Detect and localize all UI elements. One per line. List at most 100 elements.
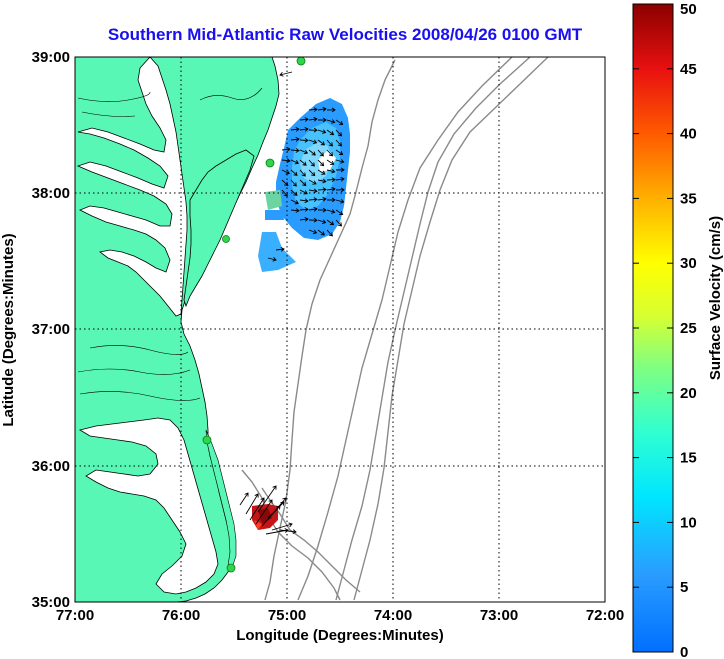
- current-vectors: [239, 71, 345, 535]
- y-tick-label: 38:00: [32, 185, 70, 202]
- current-vector-icon: [317, 219, 327, 224]
- current-vector-icon: [326, 149, 334, 157]
- current-vector-icon: [245, 493, 259, 515]
- current-vector-icon: [308, 229, 318, 235]
- current-vector-icon: [317, 229, 325, 236]
- current-vector-icon: [326, 168, 336, 174]
- current-vector-icon: [267, 257, 277, 262]
- plot-frame: [74, 56, 606, 603]
- current-vector-icon: [308, 127, 318, 133]
- current-vector-icon: [299, 126, 309, 132]
- y-tick-label: 35:00: [32, 594, 70, 611]
- current-vector-icon: [317, 207, 327, 213]
- colorbar-tick-label: 25: [680, 320, 697, 337]
- current-vector-icon: [257, 485, 277, 513]
- y-axis-ticks: 39:00 38:00 37:00 36:00 35:00: [32, 49, 70, 611]
- colorbar-tick-label: 10: [680, 514, 697, 531]
- current-vector-icon: [308, 169, 316, 177]
- current-vector-icon: [308, 206, 318, 212]
- current-vector-icon: [317, 187, 327, 192]
- current-vector-icon: [299, 117, 309, 122]
- y-tick-label: 37:00: [32, 321, 70, 338]
- current-vector-icon: [326, 107, 336, 113]
- colorbar-tick-label: 35: [680, 190, 697, 207]
- current-vector-icon: [326, 186, 336, 192]
- current-vector-icon: [299, 159, 307, 166]
- current-vector-icon: [299, 179, 307, 187]
- current-vector-icon: [326, 219, 335, 226]
- current-vector-icon: [290, 136, 300, 142]
- current-vector-icon: [308, 217, 318, 223]
- current-vector-icon: [299, 198, 309, 204]
- current-vector-icon: [335, 209, 344, 215]
- current-vector-icon: [281, 158, 291, 163]
- current-vector-icon: [308, 107, 318, 112]
- x-tick-label: 72:00: [586, 607, 624, 624]
- radar-station-icon: [222, 235, 230, 243]
- x-tick-label: 77:00: [56, 607, 94, 624]
- current-vector-icon: [281, 147, 291, 152]
- current-vector-icon: [326, 209, 336, 214]
- current-vector-icon: [255, 499, 273, 525]
- colorbar-label: Surface Velocity (cm/s): [707, 216, 724, 380]
- current-vector-icon: [249, 497, 265, 521]
- delmarva-peninsula: [183, 149, 255, 308]
- pamlico-sound: [78, 417, 219, 595]
- current-vector-icon: [279, 71, 293, 77]
- current-vector-icon: [290, 159, 300, 165]
- current-vector-icon: [326, 129, 335, 136]
- current-vector-icon: [317, 196, 327, 202]
- x-tick-label: 76:00: [162, 607, 200, 624]
- current-vector-icon: [290, 208, 300, 213]
- current-vector-icon: [335, 129, 343, 137]
- colorbar-tick-label: 45: [680, 61, 697, 78]
- colorbar-tick-label: 50: [680, 1, 697, 18]
- current-vector-icon: [308, 149, 316, 156]
- chesapeake-bay: [76, 56, 188, 317]
- bathymetry-contours: [241, 56, 549, 601]
- colorbar-tick-label: 0: [680, 644, 688, 659]
- colorbar-tick-label: 40: [680, 126, 697, 143]
- current-vector-icon: [308, 179, 317, 185]
- current-vector-icon: [299, 169, 306, 177]
- y-tick-label: 39:00: [32, 49, 70, 66]
- current-vector-icon: [279, 529, 297, 535]
- current-vector-icon: [335, 119, 344, 125]
- current-vector-icon: [317, 159, 325, 167]
- current-vector-icon: [335, 159, 345, 164]
- map-title: Southern Mid-Atlantic Raw Velocities 200…: [108, 25, 583, 44]
- radar-station-icon: [296, 56, 306, 66]
- current-vector-icon: [290, 127, 300, 132]
- map-grid: [75, 57, 605, 602]
- current-vector-icon: [335, 219, 343, 227]
- current-vector-icon: [275, 246, 285, 252]
- current-vector-icon: [335, 199, 345, 204]
- current-vector-icon: [308, 116, 318, 122]
- current-vector-icon: [308, 188, 318, 194]
- current-vector-icon: [326, 177, 336, 183]
- radar-station-icon: [226, 563, 236, 573]
- current-vector-icon: [299, 216, 309, 222]
- current-vector-icon: [290, 169, 298, 176]
- current-vector-icon: [281, 189, 288, 197]
- y-axis-label: Latitude (Degrees:Minutes): [0, 233, 17, 426]
- map-plot-area: [74, 56, 606, 603]
- x-tick-label: 74:00: [374, 607, 412, 624]
- current-vector-icon: [290, 148, 300, 153]
- current-vector-icon: [326, 197, 336, 203]
- current-vector-icon: [271, 522, 293, 531]
- radar-station-icon: [265, 158, 275, 168]
- colorbar-tick-label: 20: [680, 385, 697, 402]
- current-vector-icon: [317, 129, 327, 134]
- current-vector-icon: [317, 149, 324, 157]
- current-vector-icon: [308, 139, 318, 145]
- current-vector-icon: [335, 187, 345, 193]
- x-axis-label: Longitude (Degrees:Minutes): [236, 627, 444, 644]
- current-vector-icon: [317, 169, 326, 175]
- colorbar-tick-label: 5: [680, 579, 688, 596]
- current-vector-icon: [299, 149, 309, 155]
- current-vector-icon: [299, 207, 309, 212]
- colorbar-tick-label: 30: [680, 255, 697, 272]
